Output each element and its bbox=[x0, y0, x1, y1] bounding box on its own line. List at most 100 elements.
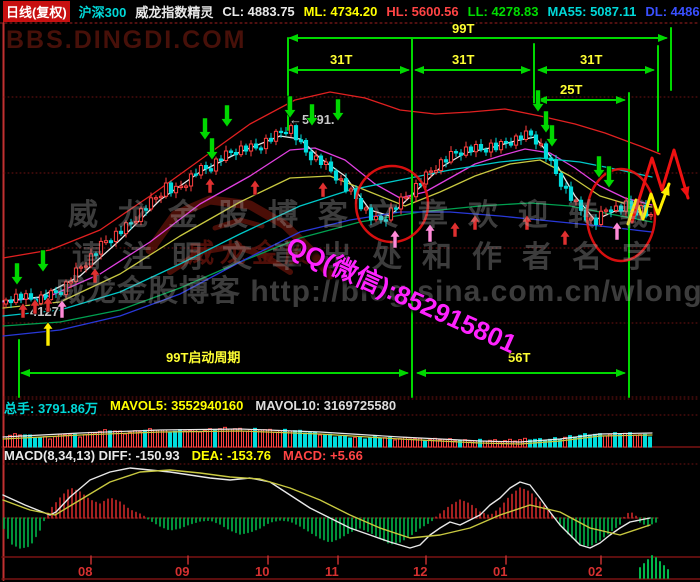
volume-bar bbox=[273, 431, 277, 448]
candle-body bbox=[428, 170, 434, 173]
span-arrowhead bbox=[288, 34, 298, 42]
candle-body bbox=[618, 205, 624, 212]
buy-arrow-icon bbox=[521, 214, 533, 231]
span-arrowhead bbox=[20, 369, 30, 377]
highlight-circle bbox=[354, 164, 430, 244]
volume-bar bbox=[343, 435, 347, 448]
pink-buy-arrow-icon bbox=[389, 229, 401, 249]
span-arrowhead bbox=[616, 369, 626, 377]
candle-body bbox=[103, 240, 109, 244]
span-arrowhead bbox=[416, 369, 426, 377]
candle-body bbox=[498, 141, 504, 151]
candle-body bbox=[288, 125, 294, 134]
buy-arrow-icon bbox=[249, 179, 261, 196]
volume-bar bbox=[358, 436, 362, 448]
volume-bar bbox=[628, 432, 632, 448]
candle-body bbox=[433, 170, 439, 173]
candle-body bbox=[23, 293, 29, 300]
sell-arrow-icon bbox=[539, 110, 553, 134]
highlight-circle bbox=[585, 167, 657, 263]
span-arrowhead bbox=[414, 66, 424, 74]
candle-body bbox=[523, 130, 529, 140]
volume-bar bbox=[583, 433, 587, 448]
candle-body bbox=[463, 146, 469, 156]
candle-body bbox=[148, 197, 154, 210]
volume-bar bbox=[373, 435, 377, 448]
candle-body bbox=[508, 142, 514, 146]
sell-arrow-icon bbox=[10, 262, 24, 286]
candle-body bbox=[533, 134, 539, 145]
candle-body bbox=[403, 196, 409, 199]
volume-bar bbox=[203, 429, 207, 448]
volume-bar bbox=[128, 431, 132, 448]
volume-bar bbox=[13, 433, 17, 448]
volume-bar bbox=[108, 430, 112, 448]
candle-body bbox=[28, 293, 34, 300]
macd-field: MACD: +5.66 bbox=[283, 448, 363, 463]
title-field: 威龙指数精灵 bbox=[135, 4, 214, 20]
span-arrowhead bbox=[537, 96, 547, 104]
volume-bar bbox=[603, 435, 607, 448]
candle-body bbox=[298, 139, 304, 143]
volume-bar bbox=[413, 438, 417, 448]
candle-body bbox=[573, 199, 579, 203]
candle-body bbox=[363, 207, 369, 211]
buy-arrow-icon bbox=[204, 177, 216, 194]
volume-bar bbox=[578, 434, 582, 448]
candle-body bbox=[48, 290, 54, 301]
candle-body bbox=[153, 197, 159, 200]
sell-arrow-icon bbox=[205, 137, 219, 161]
candle-body bbox=[548, 157, 554, 161]
volume-bar bbox=[18, 434, 22, 448]
candle-body bbox=[78, 266, 84, 269]
candle-body bbox=[608, 209, 614, 213]
candle-body bbox=[248, 143, 254, 152]
volume-bar bbox=[378, 437, 382, 448]
candle-body bbox=[73, 267, 79, 282]
candle-body bbox=[483, 149, 489, 153]
title-field: ML: 4734.20 bbox=[303, 3, 378, 19]
candle-body bbox=[188, 173, 194, 187]
ma-ml-yellow bbox=[2, 159, 653, 309]
volume-bar bbox=[258, 429, 262, 448]
volume-pane bbox=[2, 426, 653, 448]
volume-bar bbox=[388, 436, 392, 448]
candle-body bbox=[118, 230, 124, 235]
volume-bar bbox=[558, 438, 562, 448]
candle-body bbox=[648, 214, 654, 217]
volume-bar bbox=[428, 439, 432, 448]
candle-body bbox=[208, 168, 214, 172]
volume-bar bbox=[28, 434, 32, 448]
volume-bar bbox=[433, 437, 437, 448]
volume-bar bbox=[643, 433, 647, 448]
volume-bar bbox=[23, 434, 27, 448]
volume-bar bbox=[423, 440, 427, 448]
candle-body bbox=[203, 165, 209, 170]
candle-body bbox=[623, 200, 629, 212]
cycle-span-label: 31T bbox=[452, 52, 474, 67]
candle-body bbox=[108, 240, 114, 244]
volume-bar bbox=[333, 436, 337, 448]
candle-body bbox=[458, 152, 464, 156]
candle-body bbox=[183, 185, 189, 188]
candle-body bbox=[128, 222, 134, 225]
volume-bar bbox=[63, 434, 67, 448]
sell-arrow-icon bbox=[331, 98, 345, 122]
candle-body bbox=[123, 222, 129, 235]
title-field: HL: 5600.56 bbox=[386, 3, 459, 19]
period-label[interactable]: 日线(复权) bbox=[3, 0, 70, 22]
buy-arrow-icon bbox=[559, 229, 571, 246]
volume-bar bbox=[548, 438, 552, 448]
cycle-span-label: 25T bbox=[560, 82, 582, 97]
candle-body bbox=[443, 159, 449, 163]
candle-body bbox=[253, 143, 259, 149]
volume-bar bbox=[123, 433, 127, 448]
candle-body bbox=[258, 147, 264, 151]
volume-bar bbox=[248, 429, 252, 448]
buy-arrow-icon bbox=[449, 221, 461, 238]
buy-arrow-icon bbox=[17, 302, 29, 319]
candle-body bbox=[318, 155, 324, 165]
sell-arrow-icon bbox=[283, 95, 297, 119]
